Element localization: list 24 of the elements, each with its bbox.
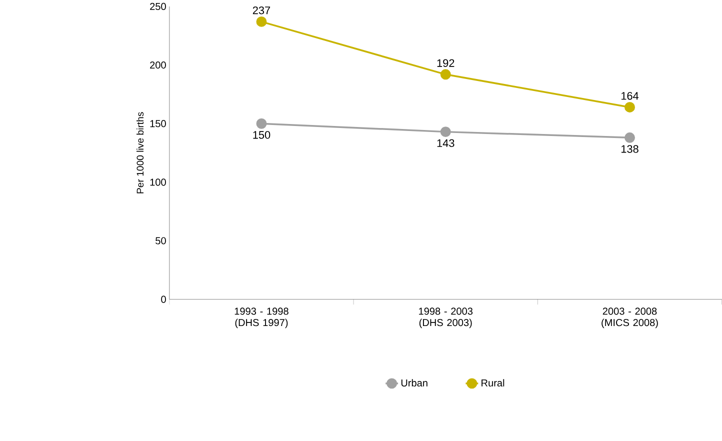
y-tick-label: 200 xyxy=(150,61,166,69)
y-tick-label: 50 xyxy=(156,237,166,244)
data-label: 143 xyxy=(437,139,454,147)
data-label: 150 xyxy=(253,131,270,139)
y-axis-title: Per 1000 live births xyxy=(136,112,144,194)
y-tick-label: 150 xyxy=(150,120,166,128)
y-tick-label: 0 xyxy=(161,296,166,303)
y-tick-label: 250 xyxy=(150,2,166,10)
point xyxy=(624,132,635,143)
y-tick-label: 100 xyxy=(150,178,166,186)
point xyxy=(440,126,451,138)
point xyxy=(440,69,451,80)
x-tick-label: 1998 - 2003 (DHS 2003) xyxy=(419,308,473,328)
data-label: 164 xyxy=(621,92,639,100)
legend-label: Rural xyxy=(482,379,504,386)
point xyxy=(256,16,267,27)
data-label: 138 xyxy=(621,145,638,153)
legend-label: Urban xyxy=(401,379,428,386)
point xyxy=(624,102,635,112)
x-tick-label: 1993 - 1998 (DHS 1997) xyxy=(234,308,288,328)
data-label: 192 xyxy=(437,59,454,67)
point xyxy=(256,118,267,129)
data-label: 237 xyxy=(252,6,270,14)
x-tick-label: 2003 - 2008 (MICS 2008) xyxy=(602,308,658,328)
